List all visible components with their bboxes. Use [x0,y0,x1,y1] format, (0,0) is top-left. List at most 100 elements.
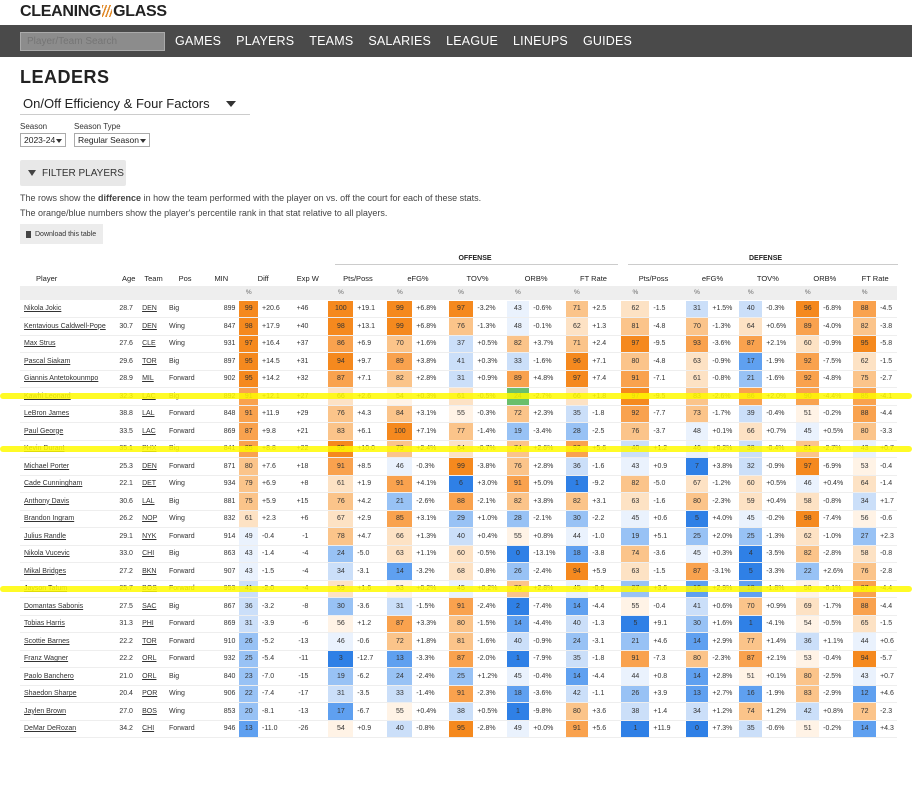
position-cell: Wing [166,335,204,353]
season-select[interactable]: 2023-24 [20,133,66,147]
column-header[interactable]: Team [144,274,163,283]
player-name-link[interactable]: Max Strus [20,335,118,353]
team-link[interactable]: BOS [140,702,167,721]
team-link[interactable]: CHI [140,545,167,563]
column-header[interactable]: Player [36,274,58,283]
season-type-select[interactable]: Regular Season [74,133,150,147]
player-name-link[interactable]: Jayson Tatum [20,580,118,598]
nav-players[interactable]: PLAYERS [236,34,295,48]
column-header[interactable]: MIN [214,274,229,283]
player-name-link[interactable]: Giannis Antetokounmpo [20,370,118,388]
column-header[interactable]: TOV% [466,274,489,283]
percentile-cell: 97 [239,335,259,353]
player-name-link[interactable]: Brandon Ingram [20,510,118,528]
team-link[interactable]: BOS [140,580,167,598]
player-name-link[interactable]: Mikal Bridges [20,562,118,581]
value-cell: +5.0% [529,475,566,493]
value-cell: +2.4% [412,440,449,458]
value-cell: +7.1% [412,422,449,441]
player-name-link[interactable]: Tobias Harris [20,615,118,633]
column-header[interactable]: eFG% [407,274,429,283]
percentile-cell: 25 [448,667,474,686]
percentile-cell: 91 [506,475,530,493]
player-name-link[interactable]: Domantas Sabonis [20,597,118,616]
team-link[interactable]: PHX [140,440,167,458]
nav-league[interactable]: LEAGUE [446,34,499,48]
player-name-link[interactable]: Kevin Durant [20,440,118,458]
player-name-link[interactable]: Nikola Vucevic [20,545,118,563]
filter-players-button[interactable]: FILTER PLAYERS [20,160,126,186]
team-link[interactable]: NOP [140,510,167,528]
percentile-cell: 56 [853,510,877,528]
player-name-link[interactable]: Franz Wagner [20,650,118,668]
nav-guides[interactable]: GUIDES [582,34,633,48]
team-link[interactable]: DEN [140,457,167,476]
team-link[interactable]: CHI [140,720,167,738]
team-link[interactable]: DEN [140,317,167,336]
value-cell: -1.5 [649,300,686,318]
value-cell: -3.8% [473,457,507,476]
view-select[interactable]: On/Off Efficiency & Four Factors [20,95,250,115]
value-cell: +0.7 [876,667,897,686]
player-name-link[interactable]: Jaylen Brown [20,702,118,721]
column-header[interactable]: FT Rate [580,274,607,283]
player-name-link[interactable]: Pascal Siakam [20,352,118,371]
value-cell: -4.0% [819,317,854,336]
player-name-link[interactable]: DeMar DeRozan [20,720,118,738]
column-header[interactable]: Age [122,274,136,283]
column-header[interactable]: Pts/Poss [343,274,373,283]
nav-teams[interactable]: TEAMS [309,34,354,48]
team-link[interactable]: BKN [140,562,167,581]
column-header[interactable]: TOV% [756,274,779,283]
column-header[interactable]: Pts/Poss [638,274,669,283]
player-name-link[interactable]: LeBron James [20,405,118,423]
team-link[interactable]: LAL [140,405,167,423]
team-link[interactable]: SAC [140,597,167,616]
team-link[interactable]: MIL [140,370,167,388]
nav-lineups[interactable]: LINEUPS [513,34,568,48]
column-header[interactable]: Exp W [296,274,319,283]
team-link[interactable]: LAL [140,492,167,511]
nav-salaries[interactable]: SALARIES [368,34,432,48]
site-logo[interactable]: CLEANING GLASS [20,3,167,21]
team-link[interactable]: ORL [140,650,167,668]
percentile-cell: 83 [796,685,820,703]
team-link[interactable]: TOR [140,352,167,371]
player-name-link[interactable]: Nikola Jokic [20,300,118,318]
percent-cell [819,286,854,301]
team-link[interactable]: LAC [140,387,167,406]
player-name-link[interactable]: Paul George [20,422,118,441]
minutes-cell: 871 [203,457,240,476]
player-name-link[interactable]: Paolo Banchero [20,667,118,686]
player-name-link[interactable]: Shaedon Sharpe [20,685,118,703]
value-cell: +0.6% [708,597,740,616]
team-link[interactable]: LAC [140,422,167,441]
player-team-search-input[interactable] [20,32,165,51]
percentile-cell: 38 [621,702,650,721]
player-name-link[interactable]: Cade Cunningham [20,475,118,493]
column-header[interactable]: ORB% [524,274,548,283]
exp-wins-cell: -4 [287,562,329,581]
value-cell: +2.7% [708,685,740,703]
team-link[interactable]: PHI [140,615,167,633]
download-table-button[interactable]: Download this table [20,224,103,244]
column-header[interactable]: ORB% [813,274,837,283]
column-header[interactable]: Pos [178,274,192,283]
team-link[interactable]: DET [140,475,167,493]
column-header[interactable]: Diff [257,274,269,283]
player-name-link[interactable]: Julius Randle [20,527,118,546]
team-link[interactable]: DEN [140,300,167,318]
team-link[interactable]: TOR [140,632,167,651]
player-name-link[interactable]: Michael Porter [20,457,118,476]
player-name-link[interactable]: Kentavious Caldwell-Pope [20,317,118,336]
team-link[interactable]: ORL [140,667,167,686]
team-link[interactable]: CLE [140,335,167,353]
team-link[interactable]: POR [140,685,167,703]
player-name-link[interactable]: Scottie Barnes [20,632,118,651]
column-header[interactable]: eFG% [701,274,724,283]
team-link[interactable]: NYK [140,527,167,546]
player-name-link[interactable]: Anthony Davis [20,492,118,511]
column-header[interactable]: FT Rate [861,274,889,283]
nav-games[interactable]: GAMES [175,34,222,48]
player-name-link[interactable]: Kawhi Leonard [20,387,118,406]
